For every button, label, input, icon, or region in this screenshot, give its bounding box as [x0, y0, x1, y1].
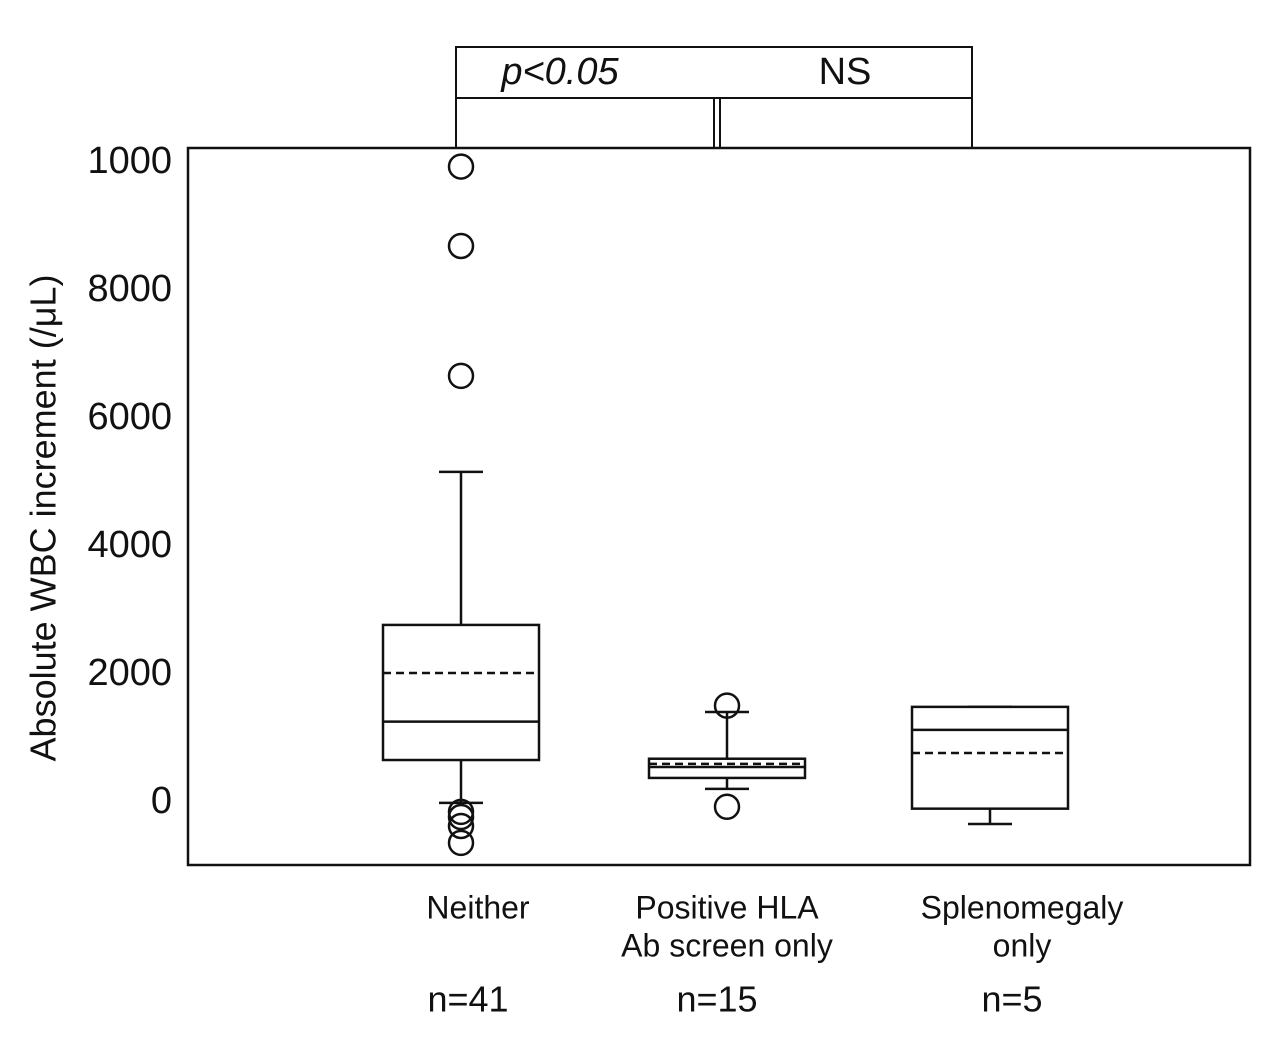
outlier	[447, 812, 475, 840]
comparison-label: p<0.05	[500, 51, 619, 93]
box	[647, 757, 807, 780]
outlier	[447, 362, 475, 390]
y-tick-label: 4000	[87, 524, 172, 566]
y-tick-label: 2000	[87, 652, 172, 694]
outlier	[447, 803, 475, 831]
outlier	[713, 793, 741, 820]
bracket-left	[455, 98, 715, 149]
y-tick-label: 8000	[87, 268, 172, 310]
comparison-label: NS	[819, 51, 872, 93]
outlier	[447, 829, 475, 857]
outlier	[447, 232, 475, 260]
y-tick-label: 0	[151, 780, 172, 822]
y-tick-label: 6000	[87, 396, 172, 438]
y-axis-label: Absolute WBC increment (/μL)	[23, 275, 64, 762]
x-tick-label: Ab screen only	[621, 927, 833, 963]
n-label: n=15	[676, 979, 757, 1020]
outlier	[713, 692, 741, 719]
x-tick-label: Neither	[426, 889, 530, 925]
n-label: n=41	[427, 979, 508, 1020]
comparison-brackets	[455, 46, 973, 149]
bracket-right	[719, 97, 973, 148]
plot-frame	[186, 146, 1252, 867]
x-tick-label: only	[993, 927, 1052, 963]
n-label: n=5	[981, 979, 1042, 1020]
box	[381, 623, 541, 762]
box	[910, 705, 1070, 810]
y-tick-label: 1000	[87, 140, 172, 182]
outlier	[447, 153, 475, 180]
x-tick-label: Splenomegaly	[921, 889, 1124, 925]
x-tick-label: Positive HLA	[635, 889, 819, 925]
